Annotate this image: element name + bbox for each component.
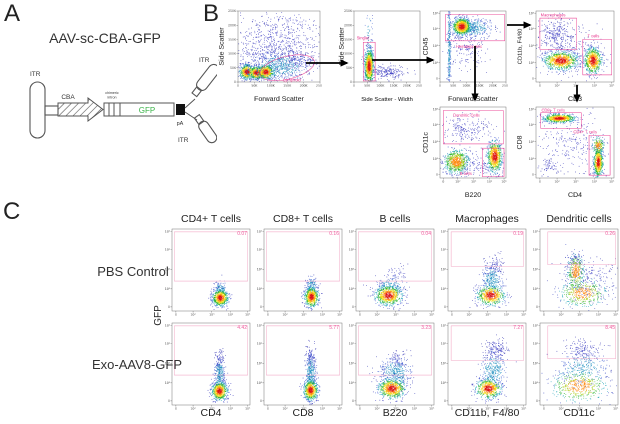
flow-plot-p3-canvas xyxy=(422,8,508,104)
flow-plot-p1-canvas xyxy=(218,8,322,104)
construct-title: AAV-sc-CBA-GFP xyxy=(49,30,161,46)
flow-plot-c-r0-c3-canvas xyxy=(434,226,528,322)
cba-label: CBA xyxy=(61,94,75,101)
flow-plot-c-r1-c0-canvas xyxy=(158,320,252,416)
gfp-axis-label: GFP xyxy=(152,305,164,326)
itr-top-label: ITR xyxy=(199,57,210,64)
flow-plot-p6-canvas xyxy=(516,102,616,200)
gate-percentage: 0.07 xyxy=(237,231,247,237)
x-label-cd11c: CD11c xyxy=(563,407,595,419)
flow-plot-c-r1-c1-canvas xyxy=(250,320,344,416)
flow-plot-c-r0-c1-canvas xyxy=(250,226,344,322)
itr-top-shape xyxy=(191,63,217,98)
flow-plot-c-r0-c3 xyxy=(434,226,528,322)
gate-percentage: 4.42 xyxy=(237,325,247,331)
gate-percentage: 7.27 xyxy=(513,325,523,331)
panel-b-letter: B xyxy=(203,0,220,27)
flow-plot-p4 xyxy=(516,8,616,104)
itr-left-shape xyxy=(29,81,59,139)
itr-left-label: ITR xyxy=(30,71,41,78)
col-title-cd4-t-cells: CD4+ T cells xyxy=(180,213,241,225)
flow-plot-c-r0-c0 xyxy=(158,226,252,322)
gate-percentage: 5.77 xyxy=(329,325,339,331)
gate-percentage: 0.04 xyxy=(421,231,431,237)
panel-a-letter: A xyxy=(4,0,21,27)
intron-label-2: intron xyxy=(108,96,117,100)
pa-box xyxy=(176,104,185,115)
x-label-cd8: CD8 xyxy=(292,407,314,419)
col-title-dendritic-cells: Dendritic cells xyxy=(546,213,612,225)
flow-plot-p4-canvas xyxy=(516,8,616,104)
itr-bottom-label: ITR xyxy=(178,137,189,144)
flow-plot-c-r1-c3-canvas xyxy=(434,320,528,416)
col-title-macrophages: Macrophages xyxy=(455,213,519,225)
row-label-exo-aav8-gfp: Exo-AAV8-GFP xyxy=(91,357,183,372)
gate-percentage: 0.19 xyxy=(513,231,523,237)
flow-plot-c-r0-c0-canvas xyxy=(158,226,252,322)
cba-promoter-arrow xyxy=(57,96,104,123)
flow-plot-p1 xyxy=(218,8,322,104)
flow-plot-c-r1-c4 xyxy=(526,320,620,416)
gate-percentage: 3.23 xyxy=(421,325,431,331)
aav-construct-diagram: ITR CBA chimeric intron GFP pA ITR ITR xyxy=(29,57,217,144)
flow-plot-c-r1-c4-canvas xyxy=(526,320,620,416)
flow-plot-c-r1-c1 xyxy=(250,320,344,416)
flow-plot-c-r1-c0 xyxy=(158,320,252,416)
row-label-pbs-control: PBS Control xyxy=(97,264,169,279)
col-title-cd8-t-cells: CD8+ T cells xyxy=(272,213,333,225)
flow-plot-c-r1-c2-canvas xyxy=(342,320,436,416)
flow-plot-p5 xyxy=(422,102,508,200)
flow-plot-c-r1-c3 xyxy=(434,320,528,416)
gfp-label: GFP xyxy=(139,106,155,115)
flow-plot-c-r0-c4 xyxy=(526,226,620,322)
pa-label: pA xyxy=(177,121,184,127)
gate-percentage: 0.16 xyxy=(329,231,339,237)
flow-plot-c-r0-c2 xyxy=(342,226,436,322)
flow-plot-p6 xyxy=(516,102,616,200)
flow-plot-c-r0-c4-canvas xyxy=(526,226,620,322)
x-label-cd11b-f480: CD11b, F4/80 xyxy=(454,407,520,419)
flow-plot-p5-canvas xyxy=(422,102,508,200)
flow-plot-c-r0-c1 xyxy=(250,226,344,322)
x-label-cd4: CD4 xyxy=(200,407,222,419)
chimeric-intron-box xyxy=(103,102,121,117)
itr-bottom-shape xyxy=(193,113,217,144)
flow-plot-c-r1-c2 xyxy=(342,320,436,416)
flow-plot-p3 xyxy=(422,8,508,104)
flow-plot-p2-canvas xyxy=(338,8,422,104)
col-title-b-cells: B cells xyxy=(379,213,411,225)
panel-c-letter: C xyxy=(3,198,21,225)
gfp-box xyxy=(119,102,175,117)
flow-plot-c-r0-c2-canvas xyxy=(342,226,436,322)
flow-plot-p2 xyxy=(338,8,422,104)
x-label-b220: B220 xyxy=(382,407,408,419)
intron-label-1: chimeric xyxy=(105,91,119,95)
gate-percentage: 8.45 xyxy=(605,325,615,331)
gate-percentage: 0.26 xyxy=(605,231,615,237)
